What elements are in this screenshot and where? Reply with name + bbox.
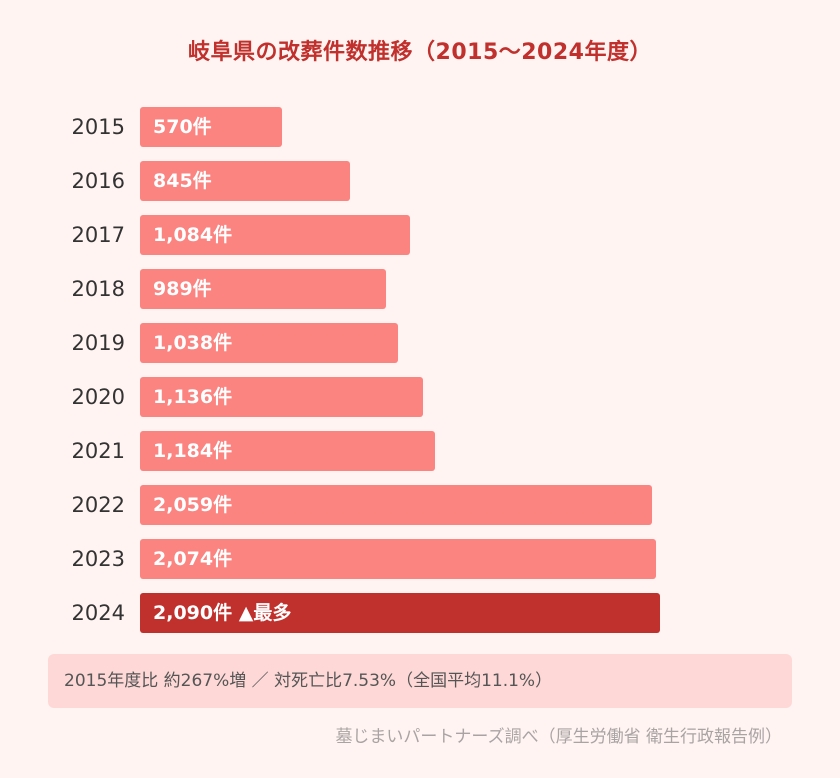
bar-value-label-2019: 1,038件 (153, 332, 233, 354)
year-label-2019: 2019 (71, 331, 125, 355)
year-label-2021: 2021 (71, 439, 125, 463)
year-label-2023: 2023 (71, 547, 125, 571)
source-citation: 墓じまいパートナーズ調べ（厚生労働省 衛生行政報告例） (335, 727, 782, 747)
bar-value-label-2024: 2,090件 ▲最多 (153, 602, 292, 624)
bar-2015 (140, 107, 282, 147)
year-label-2024: 2024 (71, 601, 125, 625)
bar-2022 (140, 485, 652, 525)
bar-2016 (140, 161, 350, 201)
bar-2021 (140, 431, 435, 471)
bar-value-label-2020: 1,136件 (153, 386, 233, 408)
bar-2017 (140, 215, 410, 255)
year-label-2018: 2018 (71, 277, 125, 301)
year-label-2016: 2016 (71, 169, 125, 193)
bar-value-label-2021: 1,184件 (153, 440, 233, 462)
summary-note: 2015年度比 約267%増 ／ 対死亡比7.53%（全国平均11.1%） (64, 671, 553, 691)
year-label-2022: 2022 (71, 493, 125, 517)
bar-chart: 2015 570件 2016 845件 2017 1,084件 2018 989件 2019 1,… (71, 107, 660, 633)
year-label-2020: 2020 (71, 385, 125, 409)
chart-title: 岐阜県の改葬件数推移（2015～2024年度） (188, 40, 652, 65)
bar-value-label-2018: 989件 (153, 278, 212, 300)
bar-value-label-2022: 2,059件 (153, 494, 233, 516)
bar-2018 (140, 269, 386, 309)
bar-value-label-2023: 2,074件 (153, 548, 233, 570)
year-label-2017: 2017 (71, 223, 125, 247)
bar-2024 (140, 593, 660, 633)
bar-2019 (140, 323, 398, 363)
bar-2020 (140, 377, 423, 417)
bar-value-label-2015: 570件 (153, 116, 212, 138)
summary-note-box: 2015年度比 約267%増 ／ 対死亡比7.53%（全国平均11.1%） (48, 654, 792, 708)
bar-value-label-2017: 1,084件 (153, 224, 233, 246)
bar-value-label-2016: 845件 (153, 170, 212, 192)
year-label-2015: 2015 (71, 115, 125, 139)
bar-2023 (140, 539, 656, 579)
